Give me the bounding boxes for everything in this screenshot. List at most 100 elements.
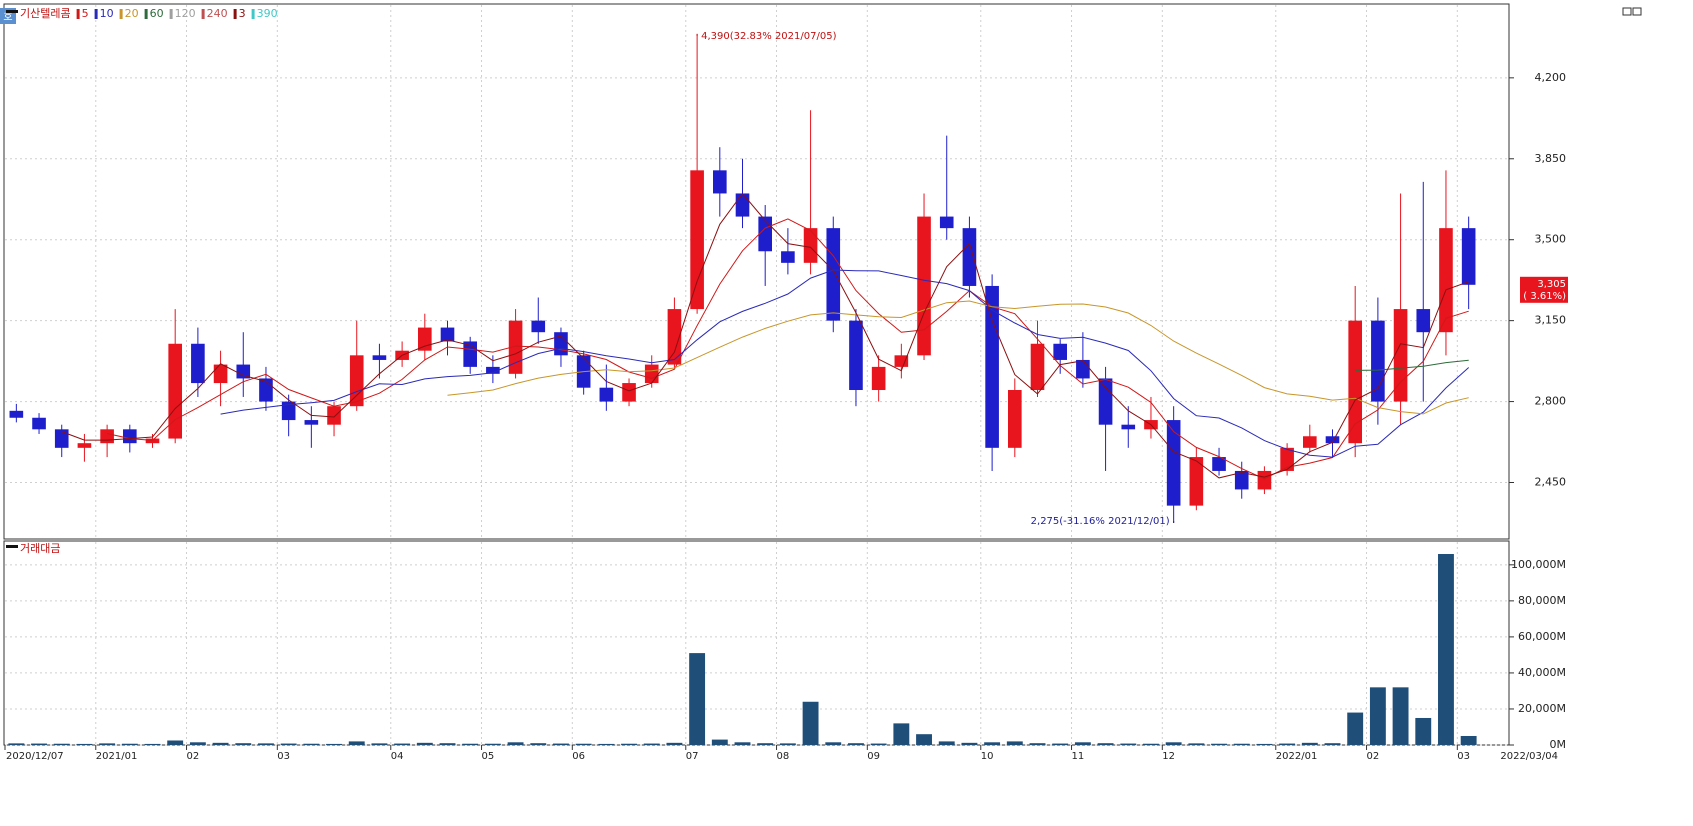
candle-body <box>1212 457 1226 471</box>
x-tick-label: 2021/01 <box>96 751 138 762</box>
candle-body <box>735 193 750 217</box>
y-tick-label: 2,800 <box>1535 395 1567 408</box>
candle-body <box>803 228 818 263</box>
candle-body <box>531 320 546 333</box>
y-tick-label: 2,450 <box>1535 476 1567 489</box>
legend-swatch <box>119 9 123 19</box>
legend-entry: 10 <box>100 7 114 20</box>
legend-entry: 20 <box>125 7 139 20</box>
candle-body <box>123 429 137 444</box>
moving-average <box>61 192 1469 479</box>
price-panel-frame <box>3 3 1510 540</box>
volume-bar <box>53 743 70 745</box>
candle-body <box>713 170 727 194</box>
last-price-change: ( 3.61%) <box>1523 291 1566 302</box>
volume-bar <box>1324 743 1341 745</box>
candle-body <box>1348 320 1362 444</box>
y-tick-label: 80,000M <box>1518 594 1566 607</box>
volume-bar <box>462 743 479 745</box>
candle-body <box>1461 228 1476 285</box>
candle-body <box>440 327 455 342</box>
volume-bar <box>121 743 138 745</box>
candle-body <box>304 420 319 425</box>
candle-body <box>1076 359 1090 379</box>
candle-body <box>1166 420 1181 506</box>
candle-body <box>826 228 841 321</box>
candle-body <box>1053 343 1067 360</box>
volume-bar <box>280 743 297 745</box>
volume-bar <box>530 743 547 745</box>
window-button[interactable] <box>1622 7 1632 16</box>
volume-bar <box>1029 743 1046 745</box>
volume-bar <box>1165 742 1182 745</box>
legend-entry: 240 <box>207 7 228 20</box>
x-tick-label: 03 <box>277 751 290 762</box>
x-tick-label: 03 <box>1457 751 1470 762</box>
candle-body <box>1234 470 1249 490</box>
x-tick-label: 02 <box>187 751 200 762</box>
legend-swatch <box>233 9 237 19</box>
volume-bar <box>848 743 864 745</box>
candle-body <box>1098 378 1113 425</box>
moving-average <box>1355 359 1469 371</box>
candle-body <box>985 285 999 448</box>
x-tick-label: 02 <box>1367 751 1380 762</box>
volume-bar <box>575 743 592 745</box>
volume-bar <box>303 743 320 745</box>
volume-bar <box>507 742 524 745</box>
volume-bar <box>643 743 660 745</box>
x-tick-label: 07 <box>686 751 699 762</box>
y-tick-label: 20,000M <box>1518 702 1566 715</box>
volume-bar <box>1006 741 1023 745</box>
candle-body <box>849 320 863 391</box>
window-button[interactable] <box>1632 7 1642 16</box>
end-date: 2022/03/04 <box>1500 751 1558 762</box>
x-tick-label: 12 <box>1162 751 1175 762</box>
volume-bar <box>1143 743 1159 745</box>
volume-bar <box>235 743 252 745</box>
legend-title: 기산텔레콤 <box>20 7 71 20</box>
x-tick-label: 09 <box>867 751 880 762</box>
volume-bar <box>825 742 842 745</box>
legend-entry: 60 <box>150 7 164 20</box>
y-tick-label: 3,150 <box>1535 314 1567 327</box>
volume-bar <box>870 743 887 745</box>
volume-bar <box>189 742 206 745</box>
volume-bar <box>1460 735 1477 745</box>
candle-body <box>917 216 931 356</box>
volume-bar <box>621 743 637 745</box>
volume-bar <box>1438 554 1454 745</box>
legend-entry: 3 <box>239 7 246 20</box>
y-tick-label: 4,200 <box>1535 71 1567 84</box>
volume-bar <box>394 743 411 745</box>
legend-marker <box>6 10 18 13</box>
candle-body <box>508 320 523 374</box>
candle-body <box>1303 436 1317 448</box>
candle-body <box>690 170 704 310</box>
candle-body <box>100 429 114 444</box>
volume-bar <box>1392 687 1409 745</box>
y-tick-label: 40,000M <box>1518 666 1566 679</box>
volume-bar <box>1347 712 1364 745</box>
volume-bar <box>666 742 683 745</box>
moving-average <box>447 300 1469 415</box>
x-tick-label: 2020/12/07 <box>6 751 64 762</box>
candle-body <box>486 366 500 374</box>
candle-body <box>54 429 69 448</box>
annotation: 2,275(-31.16% 2021/12/01) <box>1031 516 1170 527</box>
volume-bar <box>1188 743 1205 745</box>
candle-body <box>622 383 636 402</box>
candle-body <box>962 228 977 286</box>
candle-body <box>9 410 24 418</box>
volume-bar <box>1256 743 1273 745</box>
candle-body <box>939 216 954 229</box>
candle-body <box>1030 343 1045 391</box>
candle-body <box>1416 309 1431 333</box>
volume-bar <box>961 742 978 745</box>
volume-bar <box>734 742 751 745</box>
volume-bar <box>1301 742 1318 745</box>
volume-bar <box>938 741 955 745</box>
volume-bar <box>8 743 25 745</box>
